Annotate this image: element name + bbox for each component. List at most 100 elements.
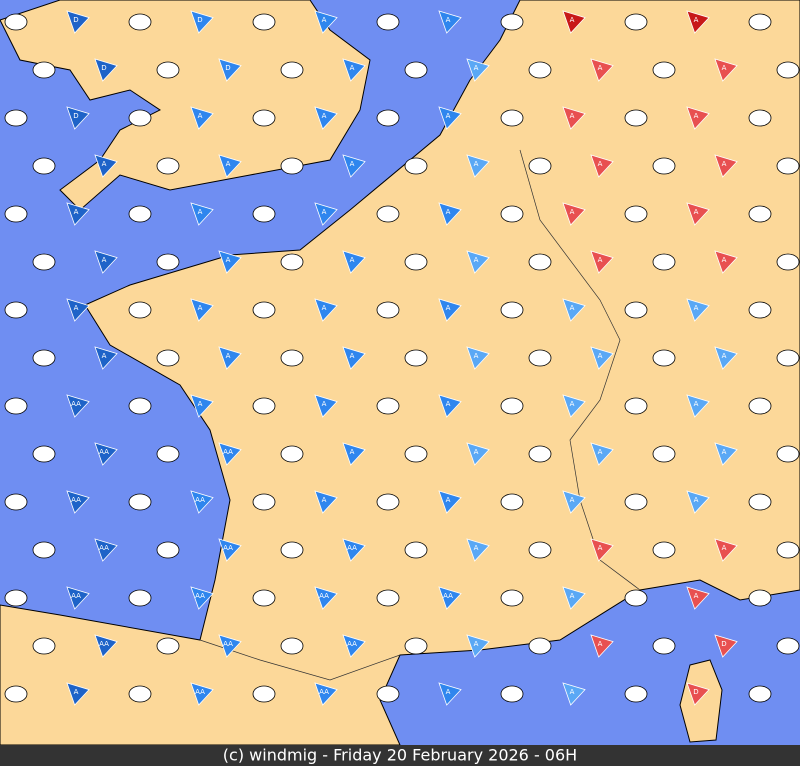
calm-marker — [500, 589, 524, 607]
wind-label: A — [198, 208, 203, 216]
wind-label: A — [694, 112, 699, 120]
footer-bar — [0, 745, 800, 766]
wind-arrow — [218, 346, 242, 370]
wind-arrow — [562, 106, 586, 130]
calm-marker — [652, 445, 676, 463]
calm-marker — [404, 445, 428, 463]
calm-marker — [376, 685, 400, 703]
calm-marker — [652, 61, 676, 79]
wind-arrow — [342, 250, 366, 274]
calm-marker — [500, 109, 524, 127]
calm-marker — [376, 109, 400, 127]
calm-marker — [404, 541, 428, 559]
calm-marker — [624, 493, 648, 511]
wind-arrow — [342, 442, 366, 466]
calm-marker — [156, 349, 180, 367]
wind-label: AA — [71, 400, 81, 408]
calm-marker — [4, 205, 28, 223]
wind-arrow — [686, 106, 710, 130]
wind-arrow — [562, 682, 586, 706]
wind-arrow — [314, 106, 338, 130]
calm-marker — [128, 589, 152, 607]
calm-marker — [748, 205, 772, 223]
wind-arrow — [66, 394, 90, 418]
wind-label: A — [598, 64, 603, 72]
wind-arrow — [714, 154, 738, 178]
wind-arrow — [218, 154, 242, 178]
calm-marker — [156, 253, 180, 271]
calm-marker — [376, 589, 400, 607]
corsica — [679, 659, 723, 743]
wind-arrow — [590, 250, 614, 274]
wind-arrow — [94, 346, 118, 370]
wind-label: A — [598, 544, 603, 552]
wind-label: AA — [223, 448, 233, 456]
wind-arrow — [66, 106, 90, 130]
wind-arrow — [94, 634, 118, 658]
wind-arrow — [342, 154, 366, 178]
wind-label: A — [322, 304, 327, 312]
calm-marker — [528, 157, 552, 175]
wind-arrow — [562, 394, 586, 418]
wind-label: A — [570, 208, 575, 216]
calm-marker — [500, 13, 524, 31]
wind-arrow — [218, 250, 242, 274]
calm-marker — [748, 397, 772, 415]
wind-arrow — [218, 538, 242, 562]
calm-marker — [252, 397, 276, 415]
wind-label: A — [350, 64, 355, 72]
wind-arrow — [562, 586, 586, 610]
wind-label: A — [102, 352, 107, 360]
wind-label: A — [446, 112, 451, 120]
wind-arrow — [218, 634, 242, 658]
calm-marker — [776, 445, 800, 463]
wind-arrow — [438, 10, 462, 34]
wind-label: AA — [443, 592, 453, 600]
calm-marker — [404, 253, 428, 271]
wind-label: A — [598, 256, 603, 264]
wind-label: D — [197, 16, 202, 24]
calm-marker — [624, 589, 648, 607]
wind-arrow — [686, 682, 710, 706]
calm-marker — [252, 109, 276, 127]
wind-label: A — [446, 304, 451, 312]
calm-marker — [376, 205, 400, 223]
calm-marker — [32, 61, 56, 79]
wind-label: A — [570, 592, 575, 600]
wind-arrow — [714, 346, 738, 370]
calm-marker — [652, 637, 676, 655]
wind-arrow — [714, 634, 738, 658]
calm-marker — [776, 157, 800, 175]
wind-arrow — [590, 154, 614, 178]
wind-arrow — [562, 202, 586, 226]
calm-marker — [376, 301, 400, 319]
wind-label: A — [722, 64, 727, 72]
wind-arrow — [314, 202, 338, 226]
wind-label: A — [570, 688, 575, 696]
wind-label: A — [474, 160, 479, 168]
wind-arrow — [714, 58, 738, 82]
calm-marker — [500, 397, 524, 415]
wind-arrow — [66, 10, 90, 34]
wind-label: AA — [319, 688, 329, 696]
wind-arrow — [438, 106, 462, 130]
wind-label: A — [722, 160, 727, 168]
wind-arrow — [438, 298, 462, 322]
wind-arrow — [686, 298, 710, 322]
calm-marker — [128, 685, 152, 703]
calm-marker — [624, 109, 648, 127]
wind-arrow — [66, 490, 90, 514]
wind-label: AA — [347, 640, 357, 648]
wind-label: A — [694, 400, 699, 408]
calm-marker — [404, 637, 428, 655]
calm-marker — [748, 589, 772, 607]
wind-arrow — [66, 586, 90, 610]
wind-arrow — [66, 682, 90, 706]
calm-marker — [652, 541, 676, 559]
wind-arrow — [714, 538, 738, 562]
wind-label: A — [446, 496, 451, 504]
wind-label: A — [74, 304, 79, 312]
wind-arrow — [218, 58, 242, 82]
calm-marker — [624, 13, 648, 31]
